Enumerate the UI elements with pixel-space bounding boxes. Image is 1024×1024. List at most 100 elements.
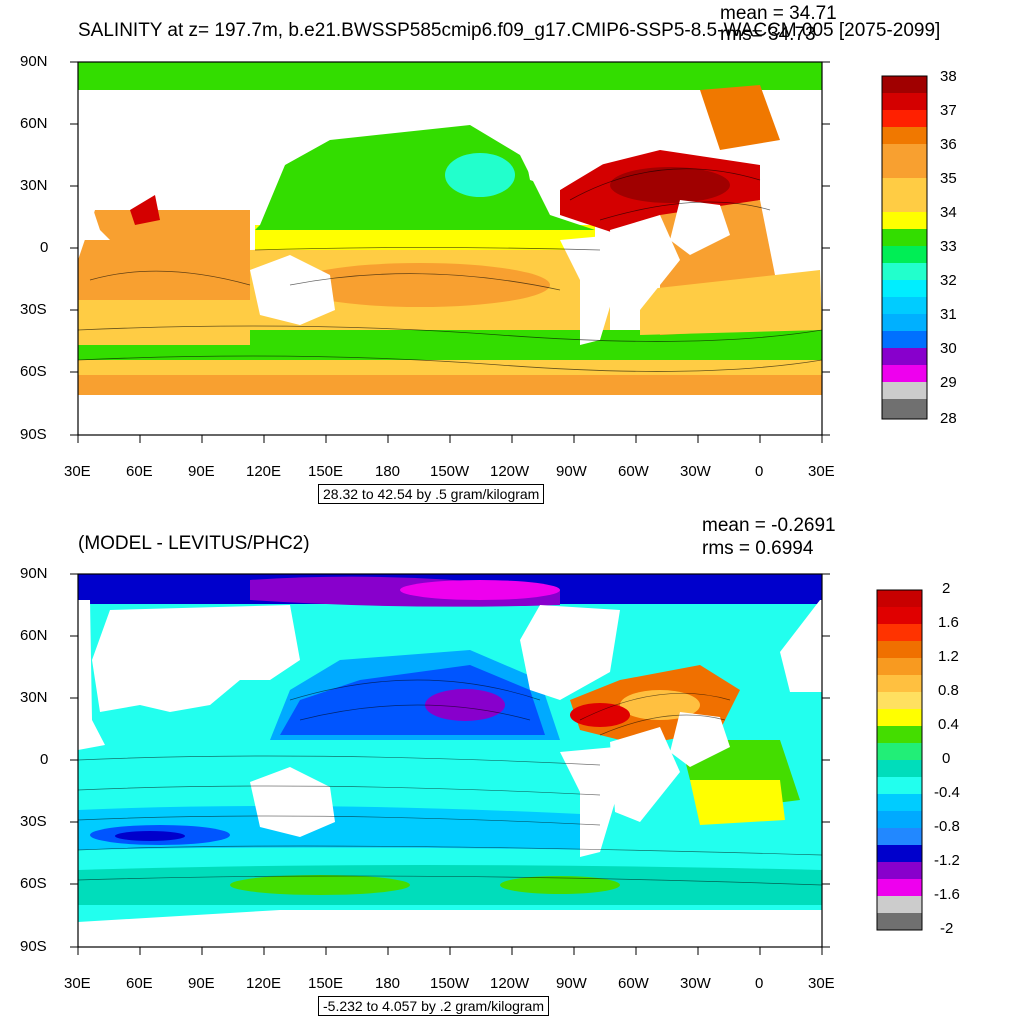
top-ocean-field (78, 62, 822, 435)
bottom-colorbar-box-13 (877, 794, 922, 811)
bottom-lon-label: 180 (375, 975, 401, 992)
top-lon-label: 120E (246, 463, 282, 480)
top-colorbar-box-14 (882, 297, 927, 314)
bottom-colorbar-label: 2 (942, 580, 951, 597)
top-lon-label: 30E (64, 463, 91, 480)
bottom-lon-label: 90E (188, 975, 215, 992)
bottom-lon-label: 60E (126, 975, 153, 992)
bottom-colorbar-label: -2 (940, 920, 954, 937)
bottom-colorbar-box-4 (877, 641, 922, 658)
bottom-colorbar-label: -0.4 (934, 784, 960, 801)
bottom-colorbar-box-5 (877, 658, 922, 675)
bottom-lat-label-60S: 60S (20, 875, 47, 892)
top-colorbar-box-12 (882, 263, 927, 280)
top-colorbar-box-18 (882, 365, 927, 382)
top-mean-label: mean = 34.71 (720, 3, 837, 24)
bottom-colorbar-label: -0.8 (934, 818, 960, 835)
bottom-colorbar-box-1 (877, 590, 922, 607)
bottom-colorbar-box-9 (877, 726, 922, 743)
bottom-colorbar-box-7 (877, 692, 922, 709)
top-colorbar-label: 36 (940, 136, 957, 153)
top-colorbar-box-6 (882, 161, 927, 178)
bottom-colorbar-label: 0.8 (938, 682, 959, 699)
top-colorbar-label: 32 (940, 272, 957, 289)
top-colorbar-box-13 (882, 280, 927, 297)
top-lat-label-30N: 30N (20, 177, 48, 194)
bottom-contour-info: -5.232 to 4.057 by .2 gram/kilogram (318, 996, 550, 1016)
top-colorbar-label: 37 (940, 102, 957, 119)
bottom-colorbar-box-18 (877, 879, 922, 896)
top-lon-label: 60E (126, 463, 153, 480)
top-lat-label-90S: 90S (20, 426, 47, 443)
top-colorbar-box-16 (882, 331, 927, 348)
top-colorbar-box-7 (882, 178, 927, 195)
top-colorbar-box-2 (882, 93, 927, 110)
bottom-lat-label-90N: 90N (20, 565, 48, 582)
bottom-map-title: (MODEL - LEVITUS/PHC2) (78, 533, 310, 554)
bottom-rms-label: rms = 0.6994 (702, 538, 814, 559)
top-rms-label: rms= 34.73 (720, 24, 816, 45)
bottom-lat-label-30S: 30S (20, 813, 47, 830)
bottom-colorbar-box-2 (877, 607, 922, 624)
top-lon-label: 0 (755, 463, 764, 480)
bottom-lon-label: 120E (246, 975, 282, 992)
top-colorbar-label: 35 (940, 170, 957, 187)
top-lon-label: 30E (808, 463, 835, 480)
bottom-colorbar-box-10 (877, 743, 922, 760)
top-lat-label-0: 0 (40, 239, 49, 256)
top-colorbar-label: 38 (940, 68, 957, 85)
top-lon-label: 90W (556, 463, 587, 480)
top-lat-label-60N: 60N (20, 115, 48, 132)
top-lat-label-60S: 60S (20, 363, 47, 380)
bottom-colorbar (876, 589, 923, 931)
bottom-colorbar-label: 1.2 (938, 648, 959, 665)
bottom-lon-label: 120W (490, 975, 530, 992)
bottom-colorbar-box-12 (877, 777, 922, 794)
bottom-lat-label-30N: 30N (20, 689, 48, 706)
top-lon-label: 60W (618, 463, 649, 480)
bottom-colorbar-box-17 (877, 862, 922, 879)
top-colorbar (881, 75, 928, 420)
top-colorbar-box-10 (882, 229, 927, 246)
bottom-colorbar-label: 0.4 (938, 716, 959, 733)
top-colorbar-box-8 (882, 195, 927, 212)
top-lat-label-90N: 90N (20, 53, 48, 70)
bottom-colorbar-label: -1.6 (934, 886, 960, 903)
bottom-mean-label: mean = -0.2691 (702, 515, 836, 536)
top-colorbar-label: 28 (940, 410, 957, 427)
bottom-lat-label-0: 0 (40, 751, 49, 768)
top-colorbar-label: 30 (940, 340, 957, 357)
top-colorbar-box-9 (882, 212, 927, 229)
top-colorbar-box-5 (882, 144, 927, 161)
bottom-colorbar-box-20 (877, 913, 922, 930)
bottom-lon-label: 30E (64, 975, 91, 992)
bottom-colorbar-box-14 (877, 811, 922, 828)
bottom-lon-label: 60W (618, 975, 649, 992)
top-colorbar-box-4 (882, 127, 927, 144)
top-lon-label: 90E (188, 463, 215, 480)
top-colorbar-box-3 (882, 110, 927, 127)
bottom-colorbar-box-16 (877, 845, 922, 862)
top-lon-label: 120W (490, 463, 530, 480)
top-colorbar-label: 34 (940, 204, 957, 221)
top-colorbar-box-20 (882, 399, 927, 419)
top-ticks (70, 61, 830, 443)
bottom-lon-label: 150E (308, 975, 344, 992)
top-colorbar-box-17 (882, 348, 927, 365)
top-contour-info: 28.32 to 42.54 by .5 gram/kilogram (318, 484, 545, 504)
top-map-title: SALINITY at z= 197.7m, b.e21.BWSSP585cmi… (78, 20, 941, 41)
top-lat-label-30S: 30S (20, 301, 47, 318)
top-lon-label: 180 (375, 463, 401, 480)
bottom-colorbar-box-3 (877, 624, 922, 641)
bottom-colorbar-box-8 (877, 709, 922, 726)
bottom-colorbar-box-11 (877, 760, 922, 777)
bottom-lon-label: 90W (556, 975, 587, 992)
bottom-lon-label: 30W (680, 975, 711, 992)
top-colorbar-label: 29 (940, 374, 957, 391)
top-lon-label: 150W (430, 463, 470, 480)
bottom-lon-label: 30E (808, 975, 835, 992)
top-colorbar-box-1 (882, 76, 927, 93)
top-lon-label: 150E (308, 463, 344, 480)
bottom-ocean-field (78, 574, 822, 947)
